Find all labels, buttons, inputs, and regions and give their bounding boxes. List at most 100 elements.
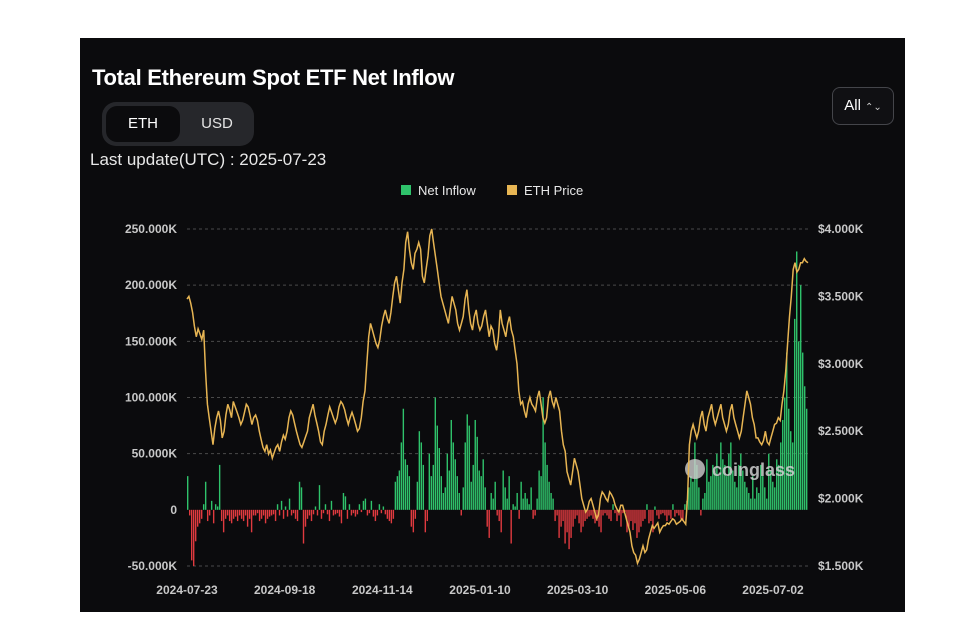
inflow-bar xyxy=(500,509,502,533)
inflow-bar xyxy=(536,498,538,510)
inflow-bar xyxy=(524,492,526,510)
inflow-bar xyxy=(286,509,289,517)
inflow-bar xyxy=(234,509,237,517)
inflow-bar xyxy=(360,509,363,513)
inflow-bar xyxy=(714,470,716,510)
inflow-bar xyxy=(534,509,536,516)
inflow-bar xyxy=(700,509,702,516)
inflow-bar xyxy=(486,509,488,527)
inflow-bar xyxy=(280,500,283,510)
inflow-bar xyxy=(300,487,303,510)
inflow-bar xyxy=(676,509,678,514)
inflow-bar xyxy=(648,509,650,524)
inflow-bar xyxy=(772,481,774,510)
inflow-bar xyxy=(412,509,415,533)
time-range-label: All xyxy=(844,97,861,114)
inflow-bar xyxy=(708,481,710,510)
inflow-bar xyxy=(382,506,385,510)
inflow-bar xyxy=(794,318,796,510)
inflow-bar xyxy=(350,509,353,516)
inflow-bar xyxy=(190,509,193,561)
inflow-bar xyxy=(612,504,614,510)
right-axis-labels: $4.000K $3.500K $3.000K $2.500K $2.000K $1.50… xyxy=(818,222,864,573)
inflow-chart: coinglass 250.000K 200.000K 150.000K 100.00… xyxy=(125,183,864,597)
inflow-bar xyxy=(232,509,235,519)
last-update-text: Last update(UTC) : 2025-07-23 xyxy=(90,150,327,169)
inflow-bar xyxy=(628,509,630,527)
inflow-bar xyxy=(482,459,484,510)
inflow-bar xyxy=(520,481,522,510)
inflow-bar xyxy=(200,509,203,519)
inflow-bar xyxy=(522,498,524,510)
inflow-bar xyxy=(198,509,201,524)
inflow-bar xyxy=(490,492,492,510)
inflow-bar xyxy=(770,470,772,510)
inflow-bar xyxy=(608,509,610,519)
inflow-bar xyxy=(504,487,506,510)
eth-unit-button[interactable]: ETH xyxy=(106,106,180,142)
left-tick-label: 50.000K xyxy=(132,447,178,461)
inflow-bar xyxy=(196,509,199,527)
inflow-bar xyxy=(662,509,664,514)
inflow-bar xyxy=(326,509,329,515)
inflow-bar xyxy=(610,509,612,522)
inflow-bar xyxy=(388,509,391,522)
inflow-bar xyxy=(640,509,642,527)
inflow-bar xyxy=(208,509,211,516)
inflow-bar xyxy=(424,509,427,533)
right-tick-label: $2.500K xyxy=(818,424,864,438)
inflow-bar xyxy=(554,509,556,522)
unit-toggle: ETH USD xyxy=(102,102,254,146)
inflow-bar xyxy=(548,481,550,510)
inflow-bar xyxy=(540,476,542,510)
inflow-bar xyxy=(296,509,299,522)
inflow-bar xyxy=(726,476,728,510)
inflow-bar xyxy=(462,487,464,510)
inflow-bar xyxy=(222,509,225,533)
inflow-bar xyxy=(228,509,231,522)
inflow-bar xyxy=(568,509,570,550)
gridlines xyxy=(187,228,808,567)
inflow-bar xyxy=(386,509,389,519)
inflow-bar xyxy=(778,464,780,510)
x-tick-label: 2025-03-10 xyxy=(547,583,609,597)
inflow-bar xyxy=(574,509,576,519)
inflow-bar xyxy=(526,498,528,510)
inflow-bar xyxy=(790,431,792,510)
inflow-bar xyxy=(480,476,482,510)
inflow-bar xyxy=(564,509,566,544)
inflow-bar xyxy=(230,509,233,524)
inflow-bar xyxy=(580,509,582,533)
inflow-bar xyxy=(436,425,438,510)
inflow-bar xyxy=(740,453,742,510)
inflow-bar xyxy=(600,509,602,533)
inflow-bar xyxy=(422,464,425,510)
inflow-bar xyxy=(332,509,335,516)
inflow-bar xyxy=(514,506,516,510)
inflow-bar xyxy=(312,509,315,515)
coinglass-watermark: coinglass xyxy=(685,459,795,480)
inflow-bar xyxy=(736,487,738,510)
inflow-bar xyxy=(428,453,431,510)
inflow-bar xyxy=(744,481,746,510)
inflow-bar xyxy=(698,487,700,510)
inflow-bar xyxy=(760,464,762,510)
inflow-bar xyxy=(470,481,472,510)
inflow-bar xyxy=(776,459,778,510)
inflow-bar xyxy=(730,442,732,510)
inflow-bar xyxy=(288,498,291,510)
inflow-bar xyxy=(742,470,744,510)
inflow-bar xyxy=(472,464,474,510)
inflow-bar xyxy=(474,419,476,510)
inflow-bar xyxy=(722,459,724,510)
inflow-bar xyxy=(602,509,604,516)
inflow-bar xyxy=(502,470,504,510)
inflow-bar xyxy=(728,453,730,510)
inflow-bar xyxy=(390,509,393,524)
inflow-bar xyxy=(306,509,309,519)
time-range-select[interactable]: All ⌃⌄ xyxy=(832,87,894,125)
usd-unit-button[interactable]: USD xyxy=(201,115,233,132)
inflow-bar xyxy=(766,498,768,510)
inflow-bar xyxy=(384,509,387,515)
inflow-bars xyxy=(187,251,808,566)
